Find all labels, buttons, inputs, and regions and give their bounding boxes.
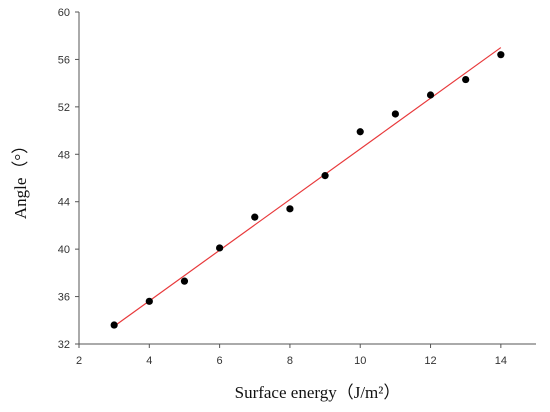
x-ticks: 2 4 6 8 10 12 14 — [76, 344, 507, 367]
axes — [78, 12, 536, 345]
data-points — [110, 51, 505, 329]
data-point — [321, 172, 329, 180]
data-point — [391, 110, 399, 118]
fit-line — [113, 47, 502, 327]
y-tick-label: 60 — [58, 7, 70, 19]
y-axis-label: Angle（°） — [11, 137, 30, 219]
data-point — [180, 277, 189, 285]
data-point — [462, 75, 470, 84]
data-point — [251, 213, 259, 221]
y-ticks: 32 36 40 44 48 52 56 60 — [58, 7, 79, 351]
x-axis-label: Surface energy（J/m²） — [235, 383, 401, 402]
y-tick-label: 56 — [58, 54, 70, 66]
data-point — [216, 244, 224, 252]
data-point — [426, 91, 435, 99]
data-point — [356, 128, 364, 136]
data-point — [497, 51, 505, 59]
y-tick-label: 44 — [58, 197, 70, 209]
x-tick-label: 6 — [217, 355, 223, 367]
x-tick-label: 12 — [424, 355, 436, 367]
y-tick-label: 48 — [58, 149, 70, 161]
x-tick-label: 14 — [495, 355, 507, 367]
y-tick-label: 36 — [58, 292, 70, 304]
y-tick-label: 52 — [58, 102, 70, 114]
x-tick-label: 8 — [287, 355, 293, 367]
data-point — [145, 297, 153, 305]
x-tick-label: 4 — [146, 355, 152, 367]
x-tick-label: 2 — [76, 355, 82, 367]
data-point — [286, 205, 294, 213]
y-tick-label: 32 — [58, 339, 70, 351]
x-tick-label: 10 — [354, 355, 366, 367]
y-tick-label: 40 — [58, 244, 70, 256]
data-point — [110, 321, 118, 329]
